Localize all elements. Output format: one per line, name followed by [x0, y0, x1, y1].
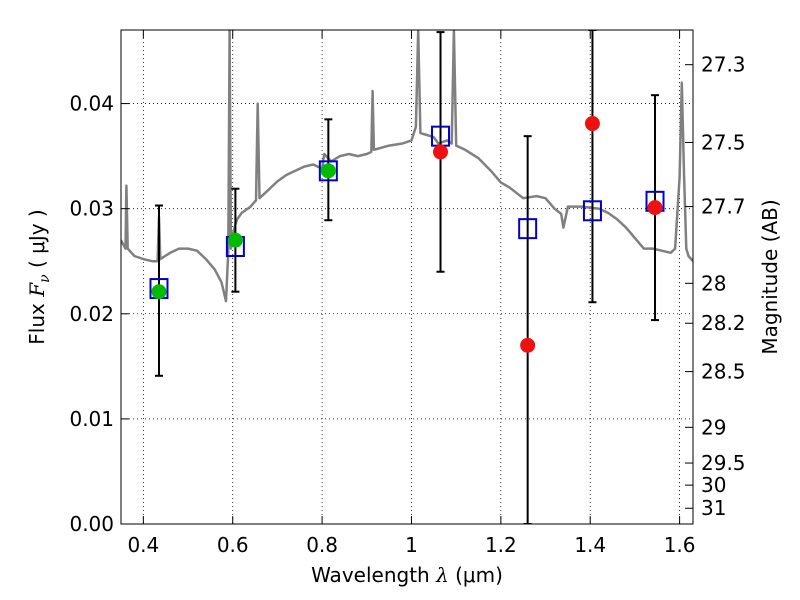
y2-axis-title: Magnitude (AB): [758, 199, 782, 354]
observed-flux-point-red: [433, 144, 449, 160]
plot-frame: [120, 29, 694, 525]
y-axis-title: Flux Fν ( μJy ): [25, 209, 53, 344]
magnitude-tick-label: 27.3: [701, 53, 746, 77]
x-axis-symbol: λ: [435, 563, 449, 587]
observed-flux-point-green: [320, 163, 336, 179]
x-tick-label: 1.4: [574, 533, 606, 557]
y-axis-symbol: F: [25, 282, 49, 298]
magnitude-tick-label: 28.2: [701, 311, 746, 335]
magnitude-tick-label: 29.5: [701, 451, 746, 475]
x-axis-title: Wavelength λ (μm): [311, 563, 503, 587]
sed-model-spectrum: [121, 30, 693, 303]
y-tick-label: 0.00: [69, 512, 114, 536]
x-tick-label: 0.4: [127, 533, 159, 557]
model-photometry-square: [582, 200, 602, 222]
observed-flux-point-green: [227, 232, 243, 248]
grid: [121, 30, 693, 525]
magnitude-tick-label: 27.5: [701, 130, 746, 154]
observed-flux-point-green: [151, 284, 167, 300]
observed-flux-point-red: [520, 337, 536, 353]
plot-area: [121, 30, 693, 524]
magnitude-tick-label: 28: [701, 271, 726, 295]
x-tick-label: 1: [405, 533, 418, 557]
y-tick-label: 0.02: [69, 302, 114, 326]
x-tick-label: 1.6: [664, 533, 696, 557]
x-tick-label: 0.6: [217, 533, 249, 557]
magnitude-tick-label: 28.5: [701, 360, 746, 384]
x-tick-label: 0.8: [306, 533, 338, 557]
magnitude-tick-label: 29: [701, 415, 726, 439]
model-photometry-square: [518, 218, 538, 240]
y-tick-label: 0.03: [69, 197, 114, 221]
observed-flux-point-red: [584, 116, 600, 132]
model-photometry-square: [318, 160, 338, 182]
y-tick-label: 0.04: [69, 92, 114, 116]
y-tick-label: 0.01: [69, 407, 114, 431]
observed-flux-point-red: [647, 200, 663, 216]
y-axis-subscript: ν: [37, 274, 53, 283]
x-tick-label: 1.2: [485, 533, 517, 557]
magnitude-tick-label: 27.7: [701, 195, 746, 219]
magnitude-tick-label: 31: [701, 496, 726, 520]
axes: 0.4 0.6 0.8 1 1.2 1.4 1.6 0.00 0.01 0.02 0.03 0.04 2…: [69, 30, 746, 557]
magnitude-tick-label: 30: [701, 473, 726, 497]
